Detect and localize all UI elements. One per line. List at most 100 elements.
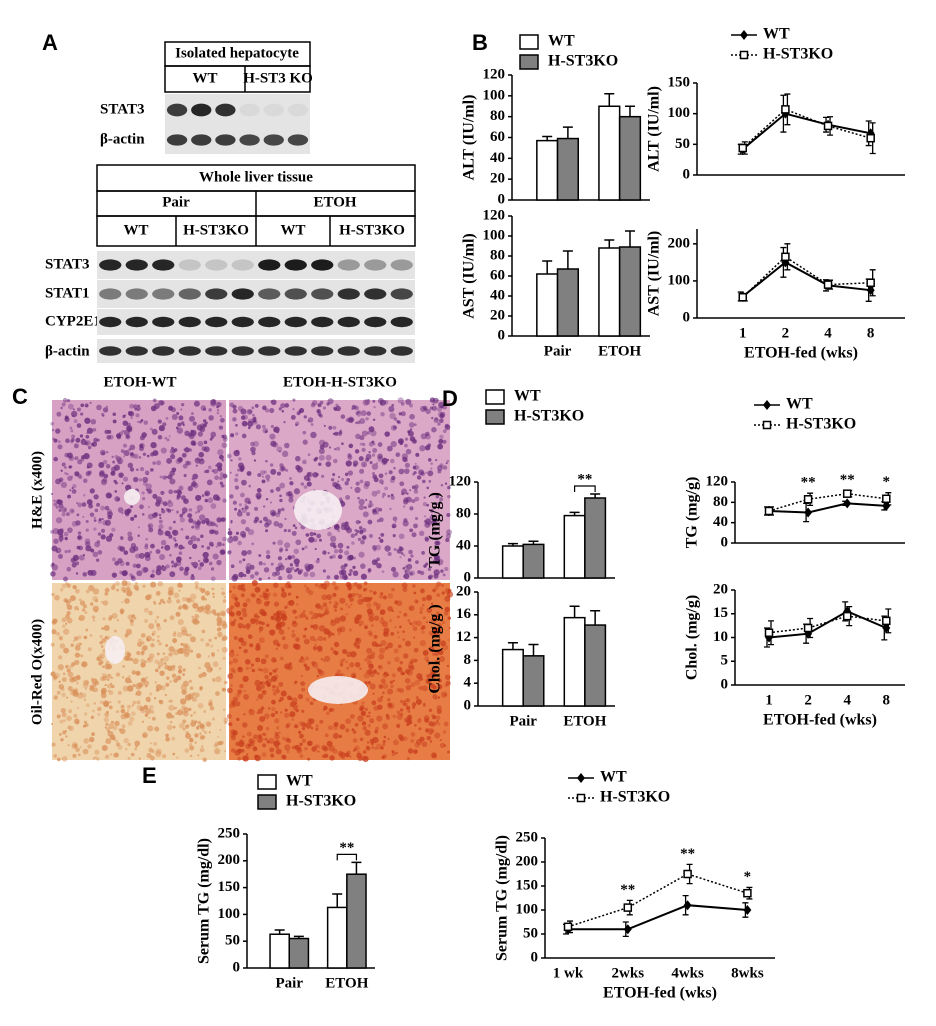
texture bbox=[271, 512, 275, 516]
texture bbox=[193, 711, 196, 714]
texture bbox=[227, 714, 232, 719]
texture bbox=[292, 609, 296, 613]
texture bbox=[403, 520, 409, 526]
texture bbox=[234, 508, 237, 511]
texture bbox=[352, 729, 355, 732]
texture bbox=[317, 558, 319, 560]
texture bbox=[399, 611, 401, 613]
y-tick-label: 80 bbox=[456, 505, 471, 521]
texture bbox=[111, 528, 115, 532]
texture bbox=[132, 704, 134, 706]
texture bbox=[372, 737, 378, 743]
texture bbox=[82, 516, 84, 518]
texture bbox=[272, 685, 275, 688]
texture bbox=[242, 434, 247, 439]
texture bbox=[101, 627, 104, 630]
texture bbox=[401, 402, 405, 406]
texture bbox=[160, 476, 163, 479]
annotation: ** bbox=[577, 471, 592, 487]
texture bbox=[263, 612, 267, 616]
texture bbox=[116, 743, 118, 745]
texture bbox=[52, 429, 54, 431]
texture bbox=[77, 474, 81, 478]
texture bbox=[283, 421, 285, 423]
texture bbox=[238, 623, 243, 628]
texture bbox=[74, 443, 79, 448]
texture bbox=[224, 596, 226, 598]
texture bbox=[158, 524, 163, 529]
texture bbox=[258, 668, 261, 671]
texture bbox=[250, 593, 254, 597]
y-tick-label: 15 bbox=[713, 605, 728, 621]
texture bbox=[59, 719, 63, 723]
texture bbox=[208, 655, 210, 657]
texture bbox=[159, 425, 165, 431]
texture bbox=[339, 735, 342, 738]
bar bbox=[599, 248, 620, 336]
texture bbox=[62, 403, 66, 407]
texture bbox=[250, 574, 254, 578]
texture bbox=[293, 524, 296, 527]
texture bbox=[228, 531, 233, 536]
texture bbox=[315, 548, 317, 550]
y-axis-label: ALT (IU/ml) bbox=[461, 95, 478, 181]
texture bbox=[159, 520, 163, 524]
texture bbox=[92, 678, 98, 684]
texture bbox=[93, 619, 95, 621]
texture bbox=[101, 479, 107, 485]
texture bbox=[99, 472, 105, 478]
texture bbox=[259, 737, 264, 742]
texture bbox=[275, 668, 278, 671]
texture bbox=[356, 482, 360, 486]
texture bbox=[427, 470, 433, 476]
texture bbox=[315, 724, 318, 727]
texture bbox=[163, 656, 169, 662]
texture bbox=[75, 438, 80, 443]
texture bbox=[242, 722, 248, 728]
texture bbox=[448, 616, 451, 619]
annotation: ** bbox=[620, 882, 635, 898]
texture bbox=[370, 590, 373, 593]
texture bbox=[203, 710, 206, 713]
texture bbox=[416, 699, 422, 705]
texture bbox=[289, 711, 295, 717]
texture bbox=[252, 669, 255, 672]
texture bbox=[323, 637, 327, 641]
texture bbox=[83, 494, 85, 496]
texture bbox=[146, 489, 148, 491]
texture bbox=[123, 456, 125, 458]
texture bbox=[288, 556, 291, 559]
texture bbox=[269, 747, 274, 752]
texture bbox=[326, 402, 329, 405]
texture bbox=[189, 416, 195, 422]
texture bbox=[229, 612, 234, 617]
texture bbox=[177, 427, 183, 433]
texture bbox=[128, 721, 133, 726]
texture bbox=[427, 443, 431, 447]
texture bbox=[368, 664, 373, 669]
texture bbox=[359, 707, 363, 711]
texture bbox=[154, 659, 159, 664]
texture bbox=[169, 435, 171, 437]
texture bbox=[209, 731, 211, 733]
texture bbox=[54, 439, 58, 443]
texture bbox=[165, 734, 169, 738]
texture bbox=[158, 581, 163, 586]
texture bbox=[196, 465, 198, 467]
texture bbox=[398, 438, 404, 444]
texture bbox=[238, 509, 241, 512]
texture bbox=[266, 727, 270, 731]
texture bbox=[178, 457, 183, 462]
texture bbox=[270, 469, 276, 475]
texture bbox=[412, 625, 414, 627]
texture bbox=[67, 495, 71, 499]
texture bbox=[164, 437, 167, 440]
texture bbox=[365, 458, 369, 462]
texture bbox=[372, 441, 375, 444]
texture bbox=[422, 480, 426, 484]
texture bbox=[419, 531, 424, 536]
texture bbox=[243, 603, 248, 608]
texture bbox=[423, 497, 425, 499]
texture bbox=[107, 679, 109, 681]
